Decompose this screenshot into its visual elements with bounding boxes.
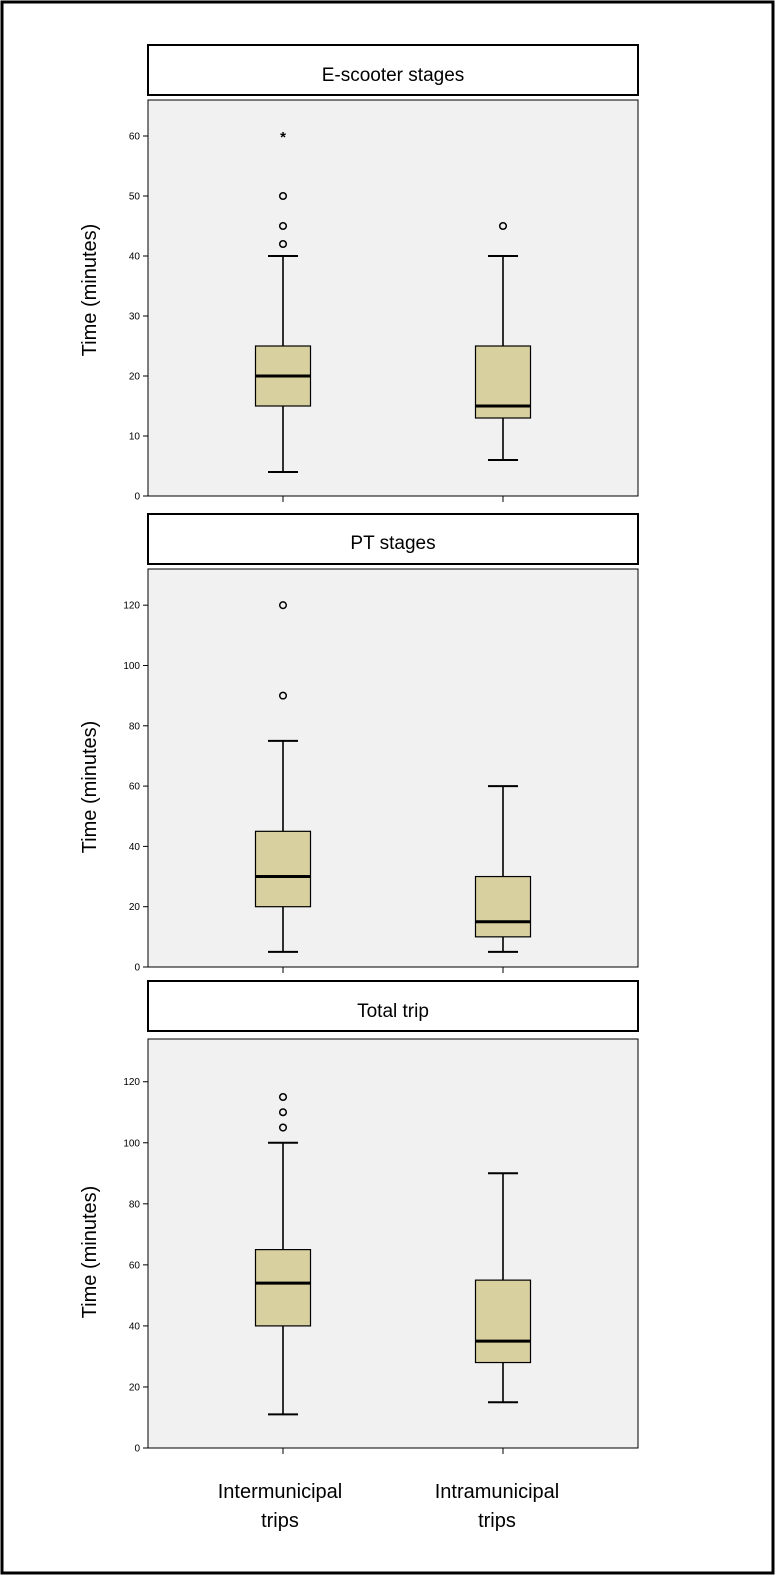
extreme-point-0-0-0: * <box>280 129 286 146</box>
x-category-label-0-line1: Intermunicipal <box>218 1481 343 1503</box>
iqr-box-2-0 <box>254 1249 312 1327</box>
y-tick-label-0-5: 50 <box>129 192 141 203</box>
plot-area-1 <box>147 568 639 968</box>
iqr-box-2-1 <box>474 1279 532 1364</box>
y-tick-label-2-1: 20 <box>129 1382 141 1393</box>
y-tick-label-0-4: 40 <box>129 252 141 263</box>
y-tick-label-2-2: 40 <box>129 1321 141 1332</box>
chart-title-2: Total trip <box>357 1001 429 1022</box>
y-tick-label-1-0: 0 <box>134 963 140 974</box>
chart-panel-1: PT stages 0 20 40 60 80 100 120 Time (minutes) <box>79 513 639 974</box>
chart-panel-2: Total trip 0 20 40 60 80 100 120 Time (minutes) <box>79 980 639 1455</box>
x-category-label-1-line2: trips <box>478 1510 516 1532</box>
y-tick-label-2-3: 60 <box>129 1260 141 1271</box>
plot-area-0 <box>147 99 639 497</box>
chart-title-box-1 <box>147 513 639 565</box>
x-category-label-0-line2: trips <box>261 1510 299 1532</box>
y-tick-label-2-6: 120 <box>123 1077 140 1088</box>
outlier-point-0-1-0 <box>498 221 508 231</box>
box-1-0 <box>254 601 312 953</box>
y-tick-label-0-3: 30 <box>129 312 141 323</box>
y-tick-label-2-4: 80 <box>129 1199 141 1210</box>
chart-title-0: E-scooter stages <box>322 65 465 86</box>
iqr-box-1-0 <box>254 830 312 908</box>
y-tick-label-0-6: 60 <box>129 132 141 143</box>
chart-title-1: PT stages <box>350 533 435 554</box>
y-tick-label-1-2: 40 <box>129 842 141 853</box>
box-2-0 <box>254 1092 312 1416</box>
y-tick-label-2-5: 100 <box>123 1138 140 1149</box>
y-axis-label-1: Time (minutes) <box>79 721 101 854</box>
y-tick-label-0-0: 0 <box>134 492 140 503</box>
y-axis-label-0: Time (minutes) <box>79 224 101 357</box>
outlier-point-2-0-0 <box>278 1123 288 1132</box>
y-tick-label-1-3: 60 <box>129 782 141 793</box>
y-tick-label-0-1: 10 <box>129 432 141 443</box>
x-category-label-1-line1: Intramunicipal <box>435 1481 560 1503</box>
y-tick-label-0-2: 20 <box>129 372 141 383</box>
chart-title-box-2 <box>147 980 639 1032</box>
y-tick-label-1-1: 20 <box>129 902 141 913</box>
box-0-0: * <box>254 129 312 473</box>
box-0-1 <box>474 221 532 461</box>
outlier-point-0-0-2 <box>278 191 288 201</box>
y-axis-label-2: Time (minutes) <box>79 1186 101 1319</box>
y-tick-label-1-4: 80 <box>129 721 141 732</box>
box-2-1 <box>474 1172 532 1404</box>
outlier-point-2-0-1 <box>278 1108 288 1117</box>
chart-panel-0: E-scooter stages 0 10 20 30 40 50 60 Time (minut… <box>79 44 639 503</box>
box-1-1 <box>474 785 532 953</box>
y-tick-label-1-6: 120 <box>123 601 140 612</box>
panels-layer: E-scooter stages 0 10 20 30 40 50 60 Time (minut… <box>79 44 639 1455</box>
chart-title-box-0 <box>147 44 639 96</box>
outlier-point-0-0-0 <box>278 239 288 249</box>
outlier-point-1-0-1 <box>278 601 288 610</box>
iqr-box-1-1 <box>474 875 532 938</box>
y-tick-label-2-0: 0 <box>134 1444 140 1455</box>
outlier-point-2-0-2 <box>278 1092 288 1102</box>
y-tick-label-1-5: 100 <box>123 661 140 672</box>
plot-area-2 <box>147 1038 639 1449</box>
outlier-point-1-0-0 <box>278 691 288 700</box>
outlier-point-0-0-1 <box>278 221 288 231</box>
